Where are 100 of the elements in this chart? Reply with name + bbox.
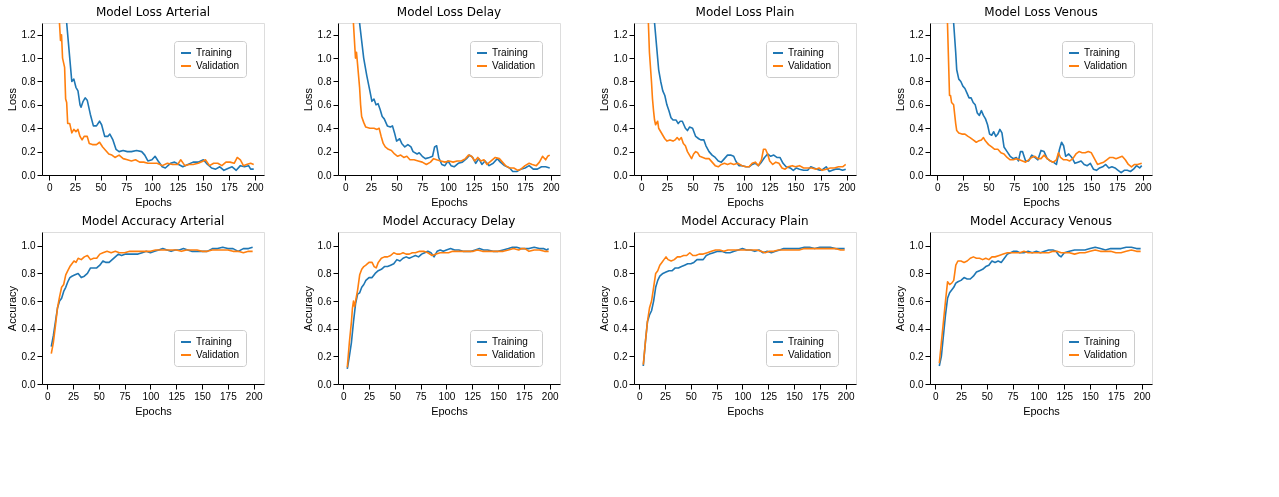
y-tick-label: 0.0 [21, 378, 36, 390]
x-tick-label: 150 [787, 181, 805, 193]
y-tick-label: 0.2 [317, 350, 332, 362]
legend-label: Validation [1084, 60, 1128, 71]
x-tick-label: 25 [955, 390, 968, 402]
y-axis-title: Accuracy [893, 285, 906, 332]
y-tick-label: 0.2 [21, 146, 36, 158]
x-tick-label: 75 [1007, 390, 1020, 402]
y-tick-label: 0.0 [909, 169, 924, 181]
x-tick-label: 125 [168, 390, 186, 402]
x-tick-label: 25 [659, 390, 672, 402]
x-tick-label: 0 [932, 390, 939, 402]
x-tick-label: 0 [636, 390, 643, 402]
x-tick-label: 25 [69, 181, 82, 193]
y-tick-label: 1.2 [21, 29, 36, 41]
x-tick-label: 100 [144, 181, 162, 193]
y-tick-label: 1.0 [21, 52, 36, 64]
legend-label: Training [1084, 47, 1120, 58]
x-tick-label: 25 [661, 181, 674, 193]
x-tick-label: 175 [220, 390, 238, 402]
x-tick-label: 150 [195, 181, 213, 193]
y-tick-label: 1.0 [613, 52, 628, 64]
legend-label: Validation [196, 60, 240, 71]
x-tick-label: 75 [417, 181, 429, 193]
x-tick-label: 175 [1108, 390, 1126, 402]
x-tick-label: 125 [1057, 181, 1075, 193]
x-tick-label: 50 [389, 390, 402, 402]
y-tick-label: 0.8 [909, 75, 924, 87]
y-tick-label: 0.0 [613, 169, 628, 181]
y-tick-label: 0.8 [613, 267, 628, 279]
y-tick-label: 1.0 [613, 240, 628, 252]
y-tick-label: 1.0 [317, 52, 332, 64]
x-axis-title: Epochs [135, 195, 173, 208]
y-tick-label: 0.6 [317, 99, 332, 111]
x-tick-label: 75 [1009, 181, 1021, 193]
x-tick-label: 150 [1082, 390, 1100, 402]
x-tick-label: 125 [1056, 390, 1074, 402]
y-tick-label: 1.0 [909, 52, 924, 64]
legend-label: Validation [196, 349, 240, 360]
x-tick-label: 25 [67, 390, 80, 402]
legend-label: Validation [492, 60, 536, 71]
x-tick-label: 50 [391, 181, 404, 193]
y-tick-label: 0.2 [613, 146, 628, 158]
chart-title: Model Loss Venous [984, 5, 1098, 19]
y-tick-label: 0.2 [317, 146, 332, 158]
x-tick-label: 100 [736, 181, 754, 193]
x-tick-label: 75 [119, 390, 132, 402]
x-tick-label: 25 [365, 181, 378, 193]
x-tick-label: 175 [516, 390, 534, 402]
legend-label: Validation [788, 349, 832, 360]
y-tick-label: 0.2 [613, 350, 628, 362]
y-tick-label: 1.2 [317, 29, 332, 41]
y-tick-label: 0.0 [613, 378, 628, 390]
x-tick-label: 75 [121, 181, 133, 193]
x-tick-label: 100 [440, 181, 458, 193]
x-tick-label: 200 [1133, 390, 1151, 402]
x-tick-label: 200 [245, 390, 263, 402]
y-tick-label: 0.4 [909, 122, 924, 134]
x-tick-label: 100 [142, 390, 160, 402]
x-axis-title: Epochs [727, 404, 765, 417]
y-tick-label: 1.2 [909, 29, 924, 41]
y-tick-label: 0.6 [21, 99, 36, 111]
y-tick-label: 0.6 [909, 295, 924, 307]
x-tick-label: 75 [711, 390, 724, 402]
x-tick-label: 50 [981, 390, 994, 402]
x-tick-label: 125 [465, 181, 483, 193]
x-tick-label: 0 [638, 181, 645, 193]
x-axis-title: Epochs [1023, 195, 1061, 208]
chart-title: Model Accuracy Venous [970, 214, 1112, 228]
x-tick-label: 150 [1083, 181, 1101, 193]
y-tick-label: 0.2 [21, 350, 36, 362]
x-tick-label: 100 [734, 390, 752, 402]
x-tick-label: 50 [95, 181, 108, 193]
y-tick-label: 1.0 [317, 240, 332, 252]
x-tick-label: 150 [491, 181, 509, 193]
x-tick-label: 175 [221, 181, 239, 193]
y-axis-title: Loss [5, 87, 18, 112]
y-tick-label: 0.2 [909, 350, 924, 362]
x-tick-label: 100 [1030, 390, 1048, 402]
x-tick-label: 200 [246, 181, 265, 193]
y-tick-label: 1.0 [909, 240, 924, 252]
x-tick-label: 25 [957, 181, 970, 193]
legend-label: Training [196, 47, 232, 58]
y-tick-label: 0.8 [909, 267, 924, 279]
y-axis-title: Accuracy [5, 285, 18, 332]
x-tick-label: 200 [838, 181, 857, 193]
x-tick-label: 150 [490, 390, 508, 402]
y-tick-label: 0.0 [317, 169, 332, 181]
y-tick-label: 0.2 [909, 146, 924, 158]
x-tick-label: 0 [46, 181, 53, 193]
y-tick-label: 0.4 [317, 323, 332, 335]
x-tick-label: 200 [837, 390, 855, 402]
chart-title: Model Loss Delay [396, 5, 502, 19]
y-tick-label: 0.0 [317, 378, 332, 390]
y-axis-title: Accuracy [597, 285, 610, 332]
x-tick-label: 100 [438, 390, 456, 402]
x-tick-label: 50 [983, 181, 996, 193]
chart-title: Model Loss Arterial [95, 5, 211, 19]
y-axis-title: Loss [597, 87, 610, 112]
y-tick-label: 1.2 [613, 29, 628, 41]
